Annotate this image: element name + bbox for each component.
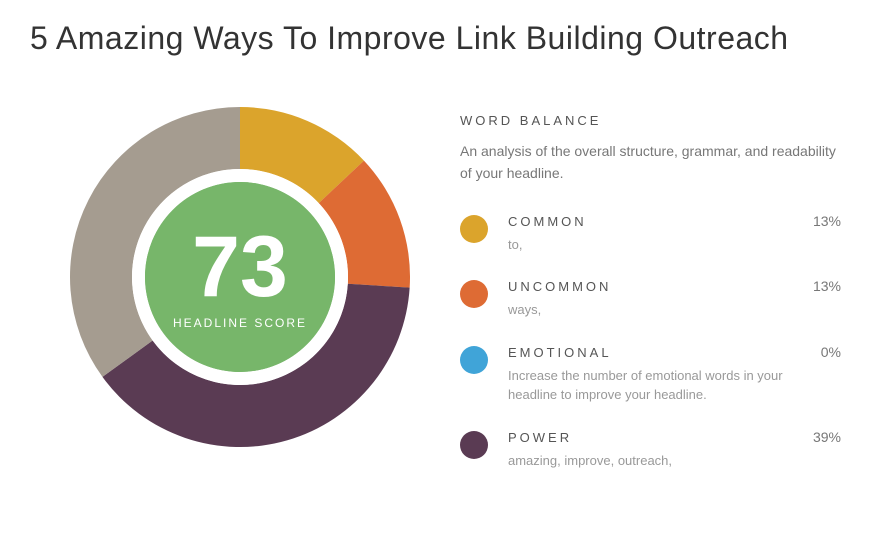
category-subtext: amazing, improve, outreach, — [508, 451, 828, 471]
category-header: COMMON 13% — [508, 213, 841, 229]
category-header: POWER 39% — [508, 429, 841, 445]
category-name: UNCOMMON — [508, 279, 611, 294]
category-dot — [460, 215, 488, 243]
category-row: EMOTIONAL 0% Increase the number of emotio… — [460, 344, 841, 405]
category-name: EMOTIONAL — [508, 345, 612, 360]
category-body: UNCOMMON 13% ways, — [508, 278, 841, 320]
category-percent: 13% — [813, 213, 841, 229]
category-header: UNCOMMON 13% — [508, 278, 841, 294]
score-center: 73 HEADLINE SCORE — [145, 182, 335, 372]
category-name: COMMON — [508, 214, 587, 229]
category-body: COMMON 13% to, — [508, 213, 841, 255]
category-row: COMMON 13% to, — [460, 213, 841, 255]
category-percent: 13% — [813, 278, 841, 294]
content-row: 73 HEADLINE SCORE WORD BALANCE An analys… — [30, 107, 841, 494]
page-headline: 5 Amazing Ways To Improve Link Building … — [30, 20, 841, 57]
score-number: 73 — [192, 224, 288, 310]
category-row: POWER 39% amazing, improve, outreach, — [460, 429, 841, 471]
word-balance-panel: WORD BALANCE An analysis of the overall … — [460, 107, 841, 494]
category-dot — [460, 346, 488, 374]
category-header: EMOTIONAL 0% — [508, 344, 841, 360]
category-list: COMMON 13% to, UNCOMMON 13% ways, EMOTIONAL 0% I… — [460, 213, 841, 471]
section-title: WORD BALANCE — [460, 113, 841, 128]
category-subtext: Increase the number of emotional words i… — [508, 366, 828, 405]
category-name: POWER — [508, 430, 572, 445]
category-subtext: ways, — [508, 300, 828, 320]
category-body: POWER 39% amazing, improve, outreach, — [508, 429, 841, 471]
category-percent: 39% — [813, 429, 841, 445]
category-dot — [460, 280, 488, 308]
score-label: HEADLINE SCORE — [173, 316, 307, 330]
category-subtext: to, — [508, 235, 828, 255]
category-dot — [460, 431, 488, 459]
section-description: An analysis of the overall structure, gr… — [460, 140, 841, 185]
category-row: UNCOMMON 13% ways, — [460, 278, 841, 320]
donut-chart: 73 HEADLINE SCORE — [70, 107, 410, 447]
category-percent: 0% — [821, 344, 841, 360]
category-body: EMOTIONAL 0% Increase the number of emotio… — [508, 344, 841, 405]
